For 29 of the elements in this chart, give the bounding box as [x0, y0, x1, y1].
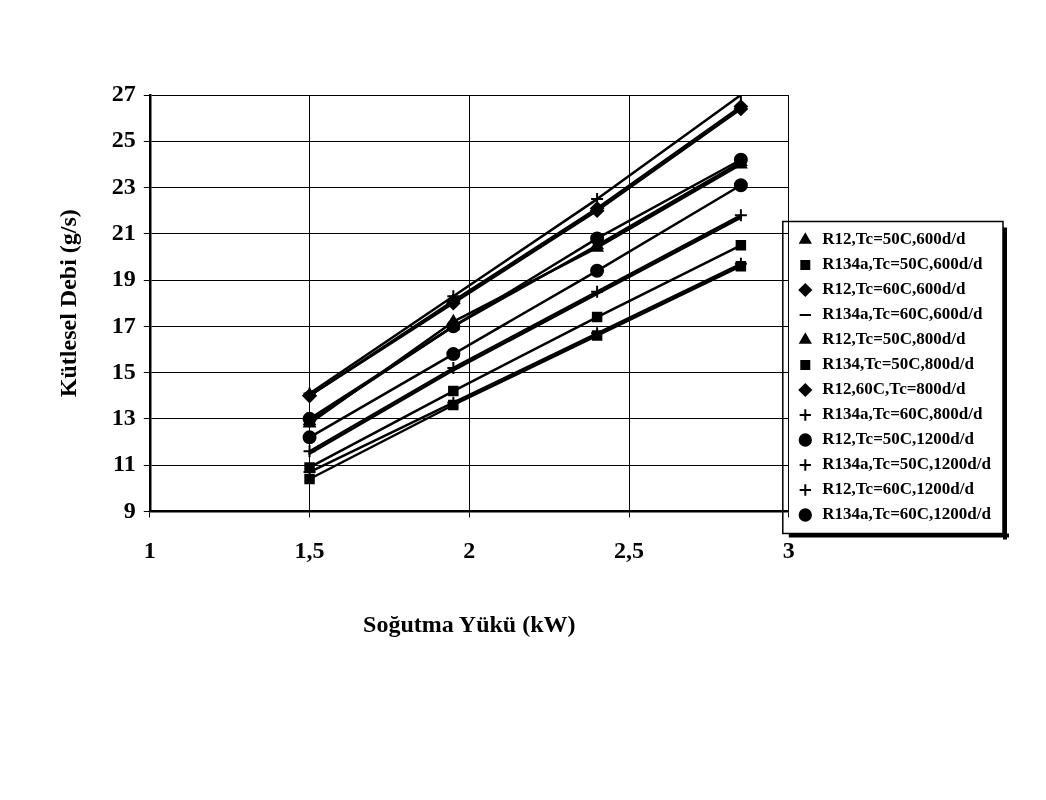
y-tick-label: 17 [111, 311, 136, 338]
y-tick-label: 11 [113, 450, 136, 477]
y-tick-label: 15 [111, 357, 136, 384]
legend-label: R134a,Tc=50C,1200d/d [822, 454, 992, 474]
x-tick-label: 1,5 [294, 537, 325, 563]
x-tick-label: 2,5 [614, 537, 645, 563]
x-tick-label: 3 [782, 537, 795, 563]
y-tick-label: 9 [123, 496, 136, 523]
legend-label: R134a,Tc=60C,1200d/d [822, 504, 992, 524]
legend-label: R134a,Tc=50C,600d/d [822, 254, 984, 274]
legend-label: R12,Tc=50C,600d/d [822, 229, 967, 249]
legend-label: R12,Tc=50C,800d/d [822, 329, 967, 349]
legend-label: R12,Tc=50C,1200d/d [822, 429, 975, 449]
y-tick-label: 19 [111, 265, 136, 292]
legend-label: R12,60C,Tc=800d/d [822, 379, 967, 399]
legend-label: R134a,Tc=60C,600d/d [822, 304, 984, 324]
legend-label: R12,Tc=60C,1200d/d [822, 479, 975, 499]
x-tick-label: 1 [143, 537, 156, 563]
x-axis-title: Soğutma Yükü (kW) [363, 610, 576, 637]
y-tick-label: 21 [111, 219, 136, 245]
y-tick-label: 23 [111, 172, 136, 199]
legend-label: R134,Tc=50C,800d/d [822, 354, 975, 374]
y-tick-label: 13 [111, 404, 136, 431]
y-tick-label: 25 [111, 126, 136, 153]
legend-label: R12,Tc=60C,600d/d [822, 279, 967, 299]
legend-label: R134a,Tc=60C,800d/d [822, 404, 984, 424]
x-tick-label: 2 [463, 537, 476, 563]
y-tick-label: 27 [111, 80, 136, 107]
y-axis-title: Kütlesel Debi (g/s) [54, 209, 81, 398]
